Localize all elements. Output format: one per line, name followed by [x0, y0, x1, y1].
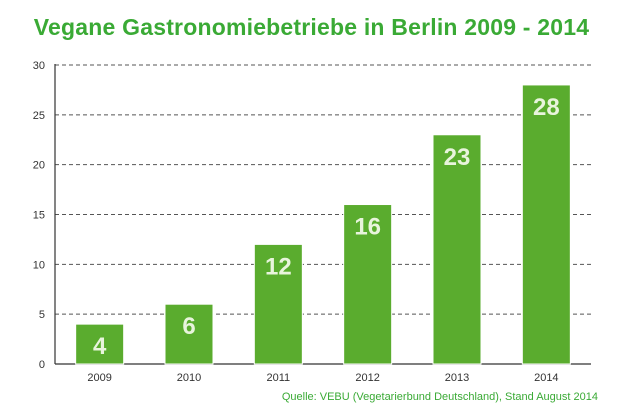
- x-tick-labels: 2009 2010 2011 2012 2013 2014: [87, 372, 558, 384]
- x-tick-label: 2013: [445, 372, 469, 384]
- bar-value-label: 4: [93, 333, 107, 360]
- bars: [75, 84, 571, 365]
- bar-value-label: 23: [444, 144, 471, 171]
- y-tick-label: 30: [33, 60, 45, 72]
- bar: [432, 134, 482, 365]
- bar: [343, 204, 393, 365]
- data-labels: 4 6 12 16 23 28: [93, 94, 560, 360]
- y-tick-labels: 0 5 10 15 20 25 30: [33, 60, 45, 371]
- bar-value-label: 16: [354, 214, 381, 241]
- gridlines: [55, 64, 591, 315]
- x-tick-label: 2014: [534, 372, 558, 384]
- y-tick-label: 10: [33, 259, 45, 271]
- y-tick-label: 20: [33, 160, 45, 172]
- x-tick-label: 2012: [355, 372, 379, 384]
- bar-value-label: 28: [533, 94, 560, 121]
- bar: [75, 323, 125, 365]
- bar: [521, 84, 571, 365]
- source-note: Quelle: VEBU (Vegetarierbund Deutschland…: [281, 391, 598, 403]
- y-tick-label: 0: [39, 359, 45, 371]
- y-tick-label: 5: [39, 309, 45, 321]
- x-tick-label: 2011: [267, 372, 291, 384]
- chart-title: Vegane Gastronomiebetriebe in Berlin 200…: [33, 14, 590, 40]
- x-tick-label: 2010: [177, 372, 201, 384]
- axes: [54, 64, 591, 365]
- y-tick-label: 15: [33, 210, 45, 222]
- y-tick-label: 25: [33, 110, 45, 122]
- bar-value-label: 12: [265, 253, 292, 280]
- bar-value-label: 6: [182, 313, 195, 340]
- bar: [164, 303, 214, 365]
- x-tick-label: 2009: [87, 372, 111, 384]
- bar: [253, 243, 303, 365]
